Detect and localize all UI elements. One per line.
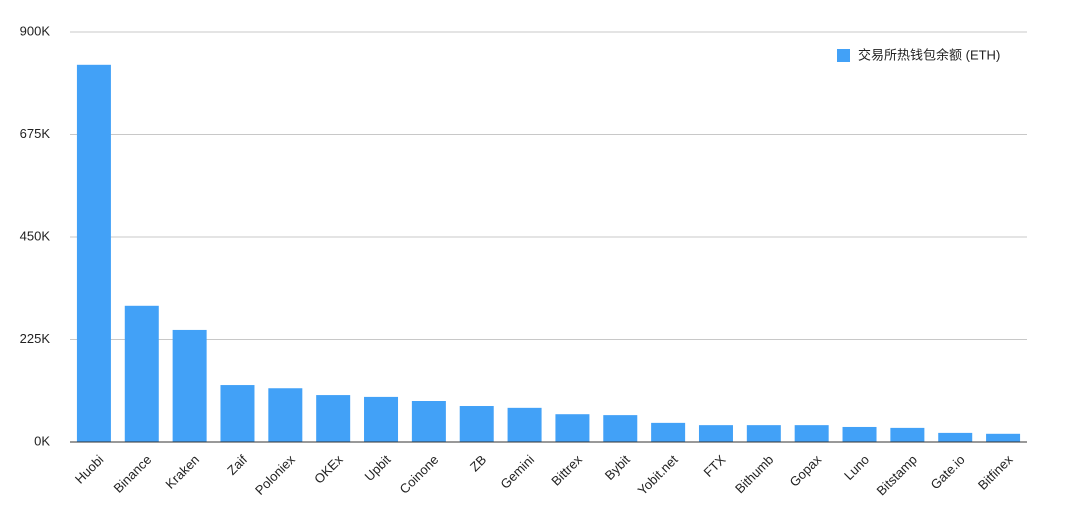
x-tick-label: Bithumb: [732, 452, 776, 496]
x-tick-label: Bitstamp: [874, 452, 920, 498]
bar: [890, 427, 925, 442]
bar: [124, 305, 159, 442]
x-tick-label: Upbit: [362, 452, 394, 484]
bar: [603, 415, 638, 442]
bar: [842, 426, 877, 442]
bar: [411, 401, 446, 442]
y-tick-label: 225K: [20, 331, 51, 346]
x-tick-label: Bitfinex: [975, 452, 1016, 493]
x-tick-label: Gemini: [497, 452, 537, 492]
bar: [459, 406, 494, 442]
x-tick-label: Huobi: [72, 452, 107, 487]
bar: [698, 425, 733, 442]
bar: [364, 396, 399, 442]
x-tick-label: Yobit.net: [635, 452, 681, 498]
x-tick-label: Kraken: [162, 452, 202, 492]
bar: [746, 425, 781, 442]
bar: [76, 64, 111, 443]
x-tick-label: Coinone: [397, 452, 442, 497]
y-tick-label: 675K: [20, 126, 51, 141]
bar: [794, 425, 829, 442]
legend-label: 交易所热钱包余额 (ETH): [858, 47, 1000, 62]
x-tick-label: Gopax: [787, 452, 825, 490]
x-tick-label: Binance: [110, 452, 154, 496]
bar: [268, 388, 303, 442]
bar: [555, 414, 590, 442]
x-tick-label: Poloniex: [252, 452, 298, 498]
bar: [651, 422, 686, 442]
y-tick-label: 0K: [34, 433, 50, 448]
y-tick-label: 900K: [20, 23, 51, 38]
x-tick-label: Luno: [841, 452, 872, 483]
y-tick-label: 450K: [20, 228, 51, 243]
bar: [986, 433, 1021, 442]
x-tick-label: ZB: [467, 452, 489, 474]
bar: [316, 395, 351, 442]
x-tick-label: Bybit: [602, 452, 633, 483]
x-tick-label: OKEx: [311, 452, 346, 487]
x-tick-label: Zaif: [224, 452, 250, 478]
legend-swatch: [837, 49, 850, 62]
x-tick-label: FTX: [701, 452, 729, 480]
x-tick-label: Bittrex: [548, 452, 585, 489]
bar: [507, 407, 542, 442]
bar: [938, 432, 973, 442]
bar: [172, 329, 207, 442]
bar: [220, 385, 255, 442]
x-tick-label: Gate.io: [928, 452, 968, 492]
